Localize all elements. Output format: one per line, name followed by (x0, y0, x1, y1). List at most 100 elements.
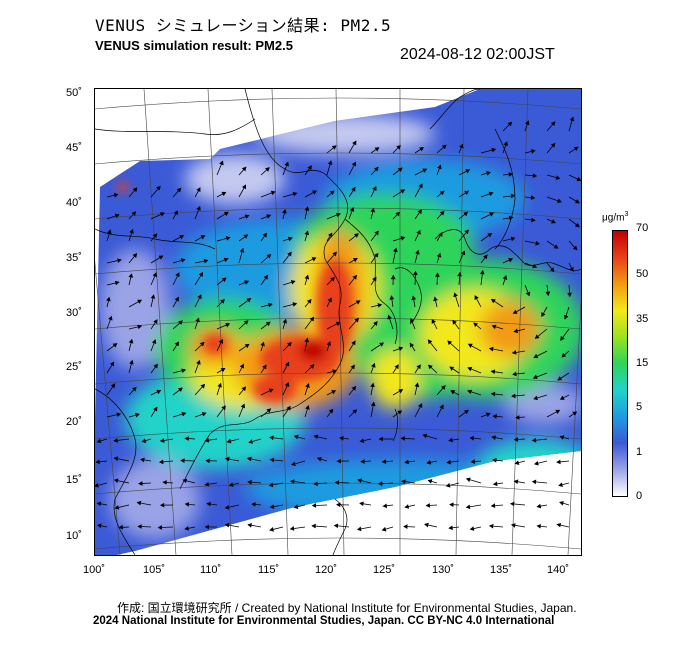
wind-arrowhead (356, 526, 362, 532)
wind-arrowhead (389, 295, 395, 300)
colorbar-unit-base: μg/m (602, 212, 625, 224)
wind-arrowhead (287, 342, 292, 347)
wind-arrowhead (265, 167, 270, 172)
wind-arrowhead (241, 166, 247, 172)
wind-arrowhead (535, 240, 540, 246)
wind-arrowhead (533, 353, 539, 359)
wind-arrowhead (244, 343, 250, 349)
wind-arrowhead (118, 524, 123, 530)
wind-arrowhead (512, 371, 517, 377)
wind-arrowhead (95, 459, 100, 465)
wind-arrowhead (159, 212, 165, 217)
wind-arrowhead (545, 291, 551, 297)
wind-arrowhead (465, 504, 471, 510)
wind-arrowhead (572, 245, 578, 251)
wind-arrowhead (174, 341, 179, 347)
wind-arrowhead (269, 527, 274, 532)
wind-arrowhead (488, 523, 494, 529)
wind-arrowhead (491, 147, 497, 153)
wind-arrowhead (512, 309, 518, 314)
wind-arrowhead (479, 269, 485, 275)
wind-arrowhead (438, 231, 443, 237)
wind-arrowhead (439, 210, 445, 216)
wind-arrowhead (352, 274, 358, 280)
lon-label: 115˚ (258, 564, 280, 576)
wind-arrowhead (311, 523, 316, 529)
wind-arrowhead (536, 523, 541, 529)
wind-arrowhead (396, 145, 401, 150)
wind-arrowhead (525, 291, 531, 297)
wind-arrowhead (247, 523, 252, 528)
wind-arrowhead (156, 389, 162, 395)
wind-arrowhead (96, 501, 102, 507)
wind-arrowhead (382, 503, 388, 509)
wind-arrowhead (221, 277, 227, 282)
wind-arrowhead (241, 386, 247, 392)
wind-arrowhead (175, 272, 180, 278)
wind-arrowhead (490, 503, 496, 509)
wind-arrowhead (196, 205, 201, 211)
wind-arrowhead (463, 211, 469, 217)
wind-arrowhead (223, 211, 229, 217)
wind-arrowhead (435, 272, 440, 277)
wind-arrowhead (247, 479, 252, 485)
wind-arrowhead (374, 252, 379, 258)
wind-arrowhead (184, 526, 189, 531)
wind-arrowhead (502, 275, 508, 280)
wind-arrowhead (508, 258, 514, 263)
wind-arrowhead (153, 363, 158, 369)
wind-arrowhead (469, 526, 475, 531)
wind-arrowhead (488, 191, 494, 197)
wind-arrowhead (180, 258, 186, 263)
wind-arrowhead (352, 140, 357, 146)
wind-arrowhead (331, 145, 337, 150)
graticule (95, 89, 581, 555)
wind-arrowhead (329, 190, 335, 196)
wind-arrowhead (203, 258, 209, 264)
wind-arrowhead (490, 298, 496, 304)
wind-arrowhead (226, 438, 232, 444)
wind-arrowhead (488, 346, 494, 352)
wind-arrowhead (304, 230, 310, 236)
wind-arrowhead (159, 438, 165, 443)
wind-arrowhead (136, 500, 142, 506)
wind-arrowhead (251, 502, 256, 507)
wind-arrowhead (378, 436, 383, 442)
wind-arrowhead (244, 214, 250, 219)
wind-arrowhead (487, 233, 493, 238)
lon-label: 135˚ (490, 564, 513, 576)
lon-label: 100˚ (83, 564, 106, 576)
wind-arrowhead (197, 294, 202, 300)
wind-arrowhead (305, 404, 310, 410)
wind-arrowhead (113, 456, 119, 462)
wind-arrowhead (206, 501, 211, 507)
wind-arrowhead (419, 147, 424, 152)
wind-arrowhead (335, 321, 341, 326)
wind-arrowhead (293, 434, 299, 440)
wind-arrowhead (441, 385, 446, 390)
wind-arrowhead (409, 342, 415, 348)
wind-arrowhead (530, 195, 536, 201)
wind-arrowhead (182, 478, 188, 484)
wind-arrowhead (351, 161, 357, 167)
colorbar-unit: μg/m3 (602, 211, 628, 223)
wind-arrowhead (289, 526, 295, 531)
colorbar-tick-label: 15 (636, 357, 649, 369)
wind-arrowhead (180, 458, 185, 463)
wind-arrowhead (248, 439, 254, 444)
wind-arrowhead (556, 459, 561, 465)
meridian-line (207, 89, 233, 555)
lon-label: 105˚ (143, 564, 166, 576)
wind-arrowhead (400, 189, 406, 194)
wind-arrowhead (510, 523, 516, 528)
wind-arrowhead (541, 312, 546, 318)
wind-arrowhead (244, 280, 250, 285)
wind-arrowhead (196, 359, 201, 365)
wind-arrowhead (179, 235, 185, 240)
wind-arrowhead (200, 383, 206, 389)
wind-arrowhead (221, 405, 226, 411)
wind-arrowhead (555, 409, 561, 414)
wind-arrowhead (513, 328, 519, 334)
wind-arrowhead (436, 252, 442, 258)
wind-arrowhead (181, 411, 187, 417)
